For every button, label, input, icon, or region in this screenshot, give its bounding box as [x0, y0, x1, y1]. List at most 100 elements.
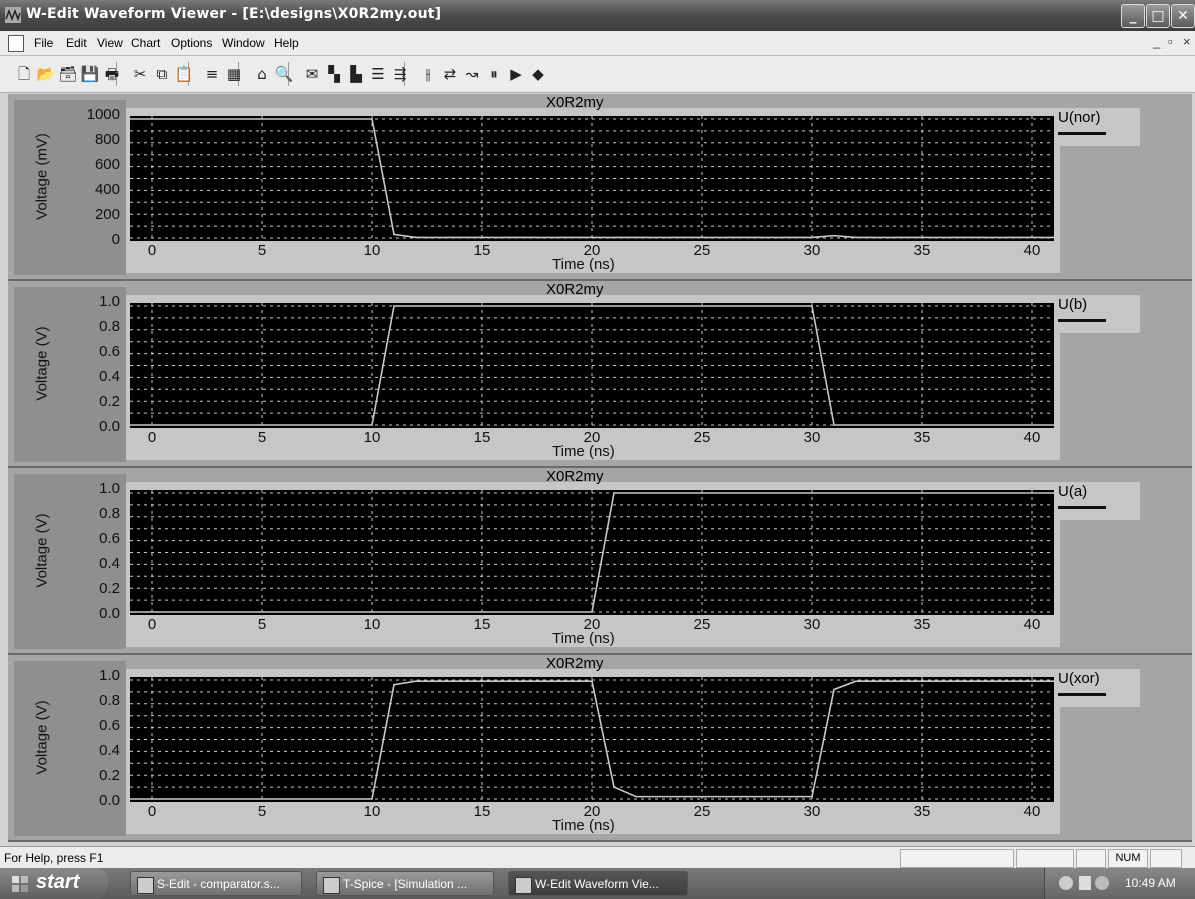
print-icon[interactable]: 🖶 — [104, 65, 120, 83]
waveform-plot[interactable] — [130, 116, 1054, 241]
grid-icon[interactable]: ▦ — [226, 65, 242, 83]
chart-title: X0R2my — [546, 655, 604, 672]
title-bar[interactable]: W-Edit Waveform Viewer - [E:\designs\X0R… — [0, 0, 1195, 31]
bar-chart2-icon[interactable]: ▙ — [350, 65, 362, 83]
trace-icon[interactable]: ⇄ — [443, 65, 457, 83]
x-tick-label: 35 — [913, 242, 931, 259]
legend[interactable]: U(xor) — [1054, 669, 1140, 707]
task-tspice[interactable]: T-Spice - [Simulation ... — [316, 871, 494, 896]
y-tick-label: 600 — [94, 156, 120, 173]
legend[interactable]: U(b) — [1054, 295, 1140, 333]
x-tick-label: 20 — [583, 429, 601, 446]
x-tick-label: 5 — [257, 242, 267, 259]
task-sedit[interactable]: S-Edit - comparator.s... — [130, 871, 302, 896]
waveform-plot[interactable] — [130, 490, 1054, 615]
save-icon[interactable]: 💾 — [80, 65, 100, 83]
menu-edit[interactable]: Edit — [66, 36, 87, 50]
x-tick-label: 30 — [803, 242, 821, 259]
x-tick-label: 0 — [147, 242, 157, 259]
paste-icon[interactable]: 📋 — [174, 65, 194, 83]
y-axis-label: Voltage (mV) — [33, 133, 51, 220]
data-point — [833, 688, 835, 691]
y-tick-label: 0.6 — [99, 343, 120, 360]
x-tick-label: 40 — [1023, 242, 1041, 259]
chart-title: X0R2my — [546, 281, 604, 298]
x-axis-label: Time (ns) — [552, 443, 615, 460]
status-pane-2 — [1016, 849, 1074, 868]
y-tick-label: 1.0 — [99, 480, 120, 497]
task-sedit-label: S-Edit - comparator.s... — [157, 877, 280, 891]
mdi-close-button[interactable]: × — [1183, 34, 1191, 49]
x-tick-label: 10 — [363, 803, 381, 820]
x-tick-label: 0 — [147, 616, 157, 633]
menu-help[interactable]: Help — [274, 36, 299, 50]
chart-panel[interactable]: X0R2my Voltage (V) 1.0 0.8 0.6 0.4 0.2 0.0 0 5 10 1… — [8, 655, 1192, 842]
toolbar-separator — [404, 62, 405, 86]
data-point — [1053, 236, 1054, 239]
maximize-button[interactable]: □ — [1146, 4, 1170, 28]
menu-window[interactable]: Window — [222, 36, 265, 50]
x-tick-label: 40 — [1023, 616, 1041, 633]
volume-icon[interactable] — [1095, 876, 1109, 890]
chart-panel[interactable]: X0R2my Voltage (V) 1.0 0.8 0.6 0.4 0.2 0.0 0 5 10 1… — [8, 281, 1192, 468]
play-icon[interactable]: ▶ — [510, 65, 522, 83]
cursor-icon[interactable]: ⫲ — [425, 65, 431, 83]
pause-icon[interactable]: ⏸ — [490, 65, 498, 83]
zoom-icon[interactable]: 🔍 — [274, 65, 294, 83]
list-icon[interactable]: ≡ — [205, 65, 219, 83]
x-tick-label: 15 — [473, 803, 491, 820]
y-tick-label: 800 — [94, 131, 120, 148]
start-button[interactable]: start — [0, 868, 108, 899]
align-icon[interactable]: ☰ — [371, 65, 385, 83]
y-tick-label: 0.6 — [99, 530, 120, 547]
menu-options[interactable]: Options — [171, 36, 213, 50]
menu-view[interactable]: View — [97, 36, 123, 50]
x-tick-label: 20 — [583, 803, 601, 820]
clock[interactable]: 10:49 AM — [1125, 876, 1176, 890]
new-icon[interactable]: 🗋 — [17, 65, 31, 83]
chart-panel[interactable]: X0R2my Voltage (V) 1.0 0.8 0.6 0.4 0.2 0.0 0 5 10 1… — [8, 468, 1192, 655]
waveform-plot[interactable] — [130, 303, 1054, 428]
windows-logo-icon — [12, 875, 28, 892]
y-tick-label: 0.4 — [99, 742, 120, 759]
open-recent-icon[interactable]: 🗃 — [58, 65, 78, 83]
open-icon[interactable]: 📂 — [36, 65, 56, 83]
legend[interactable]: U(nor) — [1054, 108, 1140, 146]
x-tick-label: 15 — [473, 616, 491, 633]
document-icon[interactable] — [8, 35, 24, 52]
y-tick-label: 0.8 — [99, 318, 120, 335]
legend[interactable]: U(a) — [1054, 482, 1140, 520]
mdi-minimize-button[interactable]: _ — [1153, 34, 1161, 49]
mdi-restore-button[interactable]: ▫ — [1168, 34, 1173, 49]
legend-label: U(xor) — [1058, 670, 1100, 687]
y-tick-label: 1.0 — [99, 293, 120, 310]
copy-icon[interactable]: ⧉ — [156, 65, 168, 83]
bar-chart-icon[interactable]: ▚ — [328, 65, 340, 83]
x-tick-label: 15 — [473, 242, 491, 259]
book-icon[interactable]: ◆ — [532, 65, 544, 83]
tray-icon-1[interactable] — [1059, 876, 1073, 890]
menu-chart[interactable]: Chart — [131, 36, 161, 50]
y-tick-label: 0.6 — [99, 717, 120, 734]
legend-line-swatch — [1058, 132, 1106, 135]
cut-icon[interactable]: ✂ — [133, 65, 147, 83]
home-icon[interactable]: ⌂ — [257, 65, 267, 83]
chart-area: X0R2my Voltage (mV) 1000 800 600 400 200 0 0 5 10 1… — [8, 94, 1192, 842]
waveform-plot[interactable] — [130, 677, 1054, 802]
status-pane-5 — [1150, 849, 1182, 868]
y-axis-label: Voltage (V) — [33, 700, 51, 775]
split-icon[interactable]: ⇶ — [393, 65, 407, 83]
close-button[interactable]: ✕ — [1171, 4, 1195, 28]
chart-panel[interactable]: X0R2my Voltage (mV) 1000 800 600 400 200 0 0 5 10 1… — [8, 94, 1192, 281]
data-point — [811, 795, 813, 798]
data-point — [591, 680, 593, 682]
window-title: W-Edit Waveform Viewer - [E:\designs\X0R… — [26, 6, 442, 22]
chart-icon[interactable]: ✉ — [305, 65, 319, 83]
menu-file[interactable]: File — [34, 36, 54, 50]
task-wedit[interactable]: W-Edit Waveform Vie... — [508, 871, 688, 896]
minimize-button[interactable]: _ — [1121, 4, 1145, 28]
measure-icon[interactable]: ↝ — [465, 65, 479, 83]
task-wedit-label: W-Edit Waveform Vie... — [535, 877, 659, 891]
tray-icon-2[interactable] — [1079, 876, 1091, 890]
y-tick-label: 0.2 — [99, 393, 120, 410]
